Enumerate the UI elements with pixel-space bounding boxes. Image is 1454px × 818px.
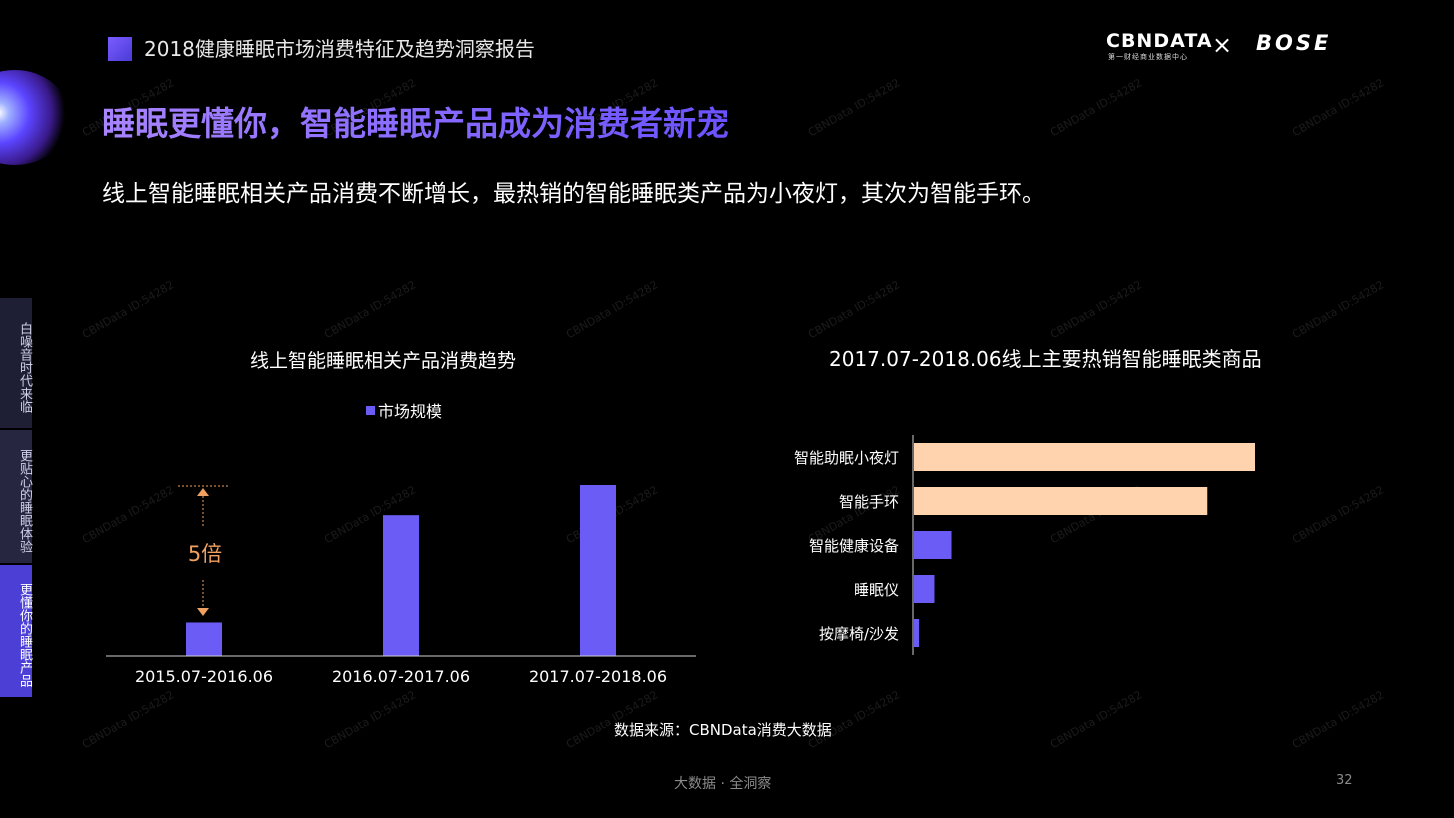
chart1-legend: 市场规模 — [366, 398, 442, 422]
cbndata-logo: CBNDATA — [1106, 30, 1213, 52]
page-title: 睡眠更懂你，智能睡眠产品成为消费者新宠 — [102, 97, 729, 145]
x-tick-label: 2015.07-2016.06 — [135, 667, 273, 686]
bar-2 — [383, 515, 419, 656]
growth-annotation: 5倍 — [178, 485, 230, 616]
logo-separator-icon: × — [1212, 31, 1233, 59]
bar-1 — [186, 622, 222, 656]
cbndata-logo-subtitle: 第一财经商业数据中心 — [1108, 53, 1188, 61]
chart1-title: 线上智能睡眠相关产品消费趋势 — [250, 350, 517, 372]
hbar-3 — [914, 531, 952, 559]
page-number: 32 — [1336, 773, 1353, 788]
legend-label: 市场规模 — [378, 402, 443, 421]
side-nav-item-sleep-products[interactable]: 更懂你的睡眠产品 — [0, 565, 32, 697]
header-square-icon — [108, 37, 132, 61]
side-nav-item-sleep-experience[interactable]: 更贴心的睡眠体验 — [0, 430, 32, 563]
data-source: 数据来源：CBNData消费大数据 — [614, 721, 832, 739]
side-nav-item-white-noise[interactable]: 白噪音时代来临 — [0, 298, 32, 428]
y-tick-label: 智能健康设备 — [809, 537, 899, 555]
page-subtitle: 线上智能睡眠相关产品消费不断增长，最热销的智能睡眠类产品为小夜灯，其次为智能手环… — [102, 181, 1045, 207]
legend-swatch — [366, 405, 375, 415]
x-tick-label: 2016.07-2017.06 — [332, 667, 470, 686]
hbar-4 — [914, 575, 935, 603]
y-tick-label: 智能助眠小夜灯 — [794, 449, 899, 467]
y-tick-label: 睡眠仪 — [854, 581, 899, 599]
y-tick-label: 按摩椅/沙发 — [819, 625, 899, 643]
footer-text: 大数据 · 全洞察 — [674, 776, 772, 792]
hbar-1 — [914, 443, 1255, 471]
hbar-2 — [914, 487, 1208, 515]
bar-3 — [580, 485, 616, 656]
bose-logo: BOSE — [1256, 31, 1332, 55]
annotation-label: 5倍 — [188, 542, 222, 566]
y-tick-label: 智能手环 — [839, 493, 899, 511]
chart2-title: 2017.07-2018.06线上主要热销智能睡眠类商品 — [829, 347, 1262, 371]
report-title: 2018健康睡眠市场消费特征及趋势洞察报告 — [144, 37, 535, 61]
x-tick-label: 2017.07-2018.06 — [529, 667, 667, 686]
hbar-5 — [914, 619, 920, 647]
